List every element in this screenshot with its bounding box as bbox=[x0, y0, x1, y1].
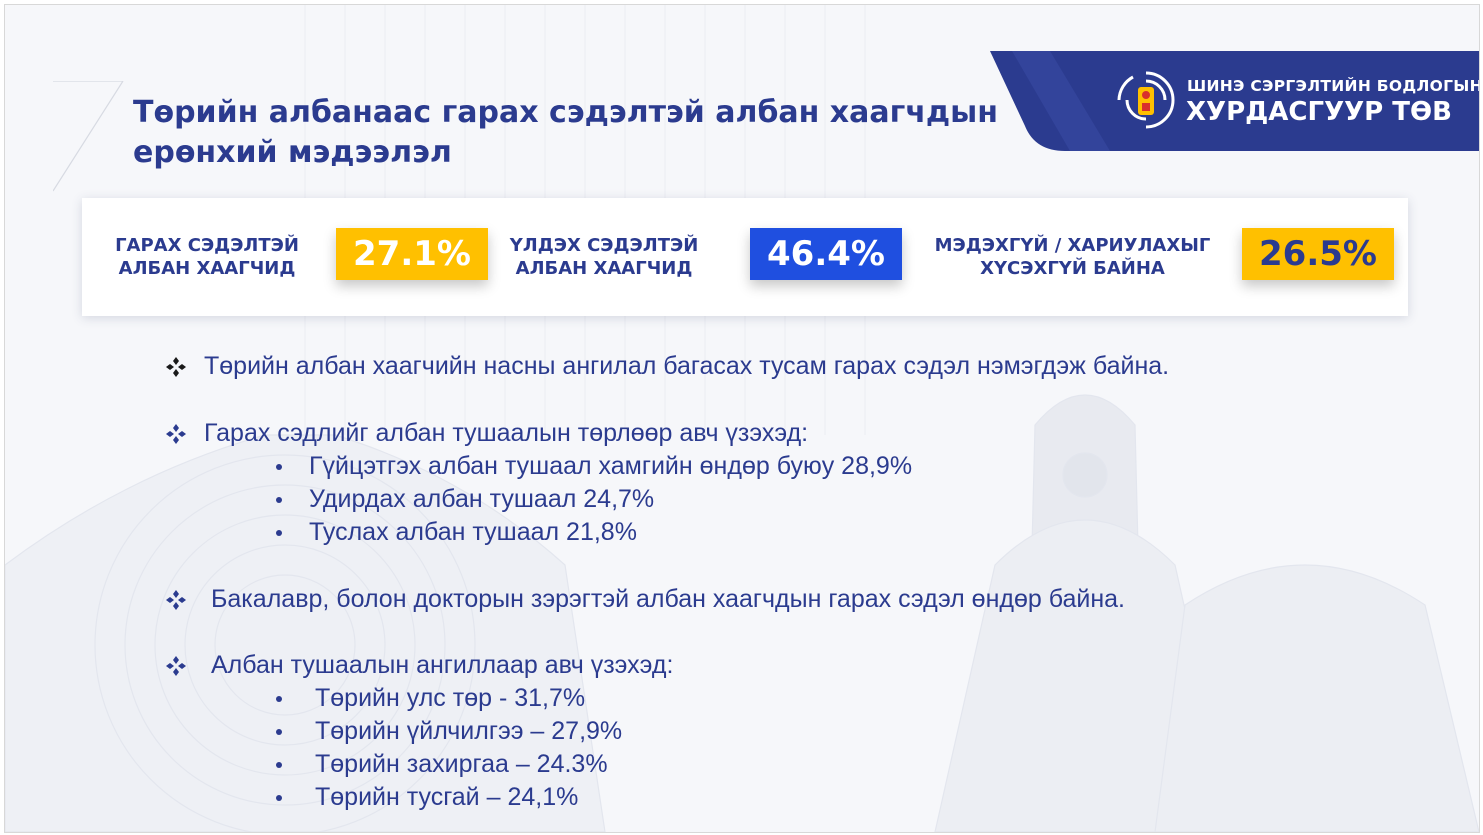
background-building-graphic bbox=[5, 5, 1479, 832]
sub-item-administrative: Төрийн захиргаа – 24.3% bbox=[315, 750, 608, 778]
sub-item-management: Удирдах албан тушаал 24,7% bbox=[309, 485, 655, 513]
logo-banner bbox=[990, 51, 1479, 151]
diamond-bullet-icon bbox=[166, 656, 186, 676]
stat-label-stay: ҮЛДЭХ СЭДЭЛТЭЙ АЛБАН ХААГЧИД bbox=[509, 235, 699, 279]
logo-title: ХУРДАСГУУР ТӨВ bbox=[1186, 97, 1452, 127]
diamond-bullet-icon bbox=[166, 590, 186, 610]
sub-bullet-dot bbox=[276, 795, 282, 801]
stat-label-leave: ГАРАХ СЭДЭЛТЭЙ АЛБАН ХААГЧИД bbox=[115, 235, 299, 279]
bullet-position-category: Албан тушаалын ангиллаар авч үзэхэд: bbox=[211, 651, 674, 679]
stat-value-unknown: 26.5% bbox=[1242, 228, 1394, 280]
bullet-position-type: Гарах сэдлийг албан тушаалын төрлөөр авч… bbox=[204, 419, 809, 447]
bullet-education: Бакалавр, болон докторын зэрэгтэй албан … bbox=[211, 585, 1126, 613]
page-title: Төрийн албанаас гарах сэдэлтэй албан хаа… bbox=[133, 95, 999, 170]
stat-value-stay: 46.4% bbox=[750, 228, 902, 280]
stats-panel: ГАРАХ СЭДЭЛТЭЙ АЛБАН ХААГЧИД 27.1% ҮЛДЭХ… bbox=[82, 198, 1408, 316]
decorative-corner-line bbox=[53, 81, 124, 192]
diamond-bullet-icon bbox=[166, 357, 186, 377]
sub-item-service: Төрийн үйлчилгээ – 27,9% bbox=[315, 717, 623, 745]
sub-bullet-dot bbox=[276, 530, 282, 536]
slide: Төрийн албанаас гарах сэдэлтэй албан хаа… bbox=[4, 4, 1480, 833]
sub-bullet-dot bbox=[276, 729, 282, 735]
sub-item-executive: Гүйцэтгэх албан тушаал хамгийн өндөр бую… bbox=[309, 452, 913, 480]
sub-item-special: Төрийн тусгай – 24,1% bbox=[315, 783, 579, 811]
soyombo-emblem-icon bbox=[1117, 71, 1175, 129]
stat-label-unknown: МЭДЭХГҮЙ / ХАРИУЛАХЫГ ХҮСЭХГҮЙ БАЙНА bbox=[934, 235, 1211, 279]
sub-bullet-dot bbox=[276, 762, 282, 768]
stat-value-leave: 27.1% bbox=[336, 228, 488, 280]
diamond-bullet-icon bbox=[166, 424, 186, 444]
logo-subtitle: ШИНЭ СЭРГЭЛТИЙН БОДЛОГЫН bbox=[1187, 77, 1480, 95]
sub-bullet-dot bbox=[276, 497, 282, 503]
sub-item-assistant: Туслах албан тушаал 21,8% bbox=[309, 518, 637, 546]
bullet-age-trend: Төрийн албан хаагчийн насны ангилал бага… bbox=[204, 352, 1170, 380]
sub-bullet-dot bbox=[276, 696, 282, 702]
sub-bullet-dot bbox=[276, 464, 282, 470]
sub-item-political: Төрийн улс төр - 31,7% bbox=[315, 684, 586, 712]
